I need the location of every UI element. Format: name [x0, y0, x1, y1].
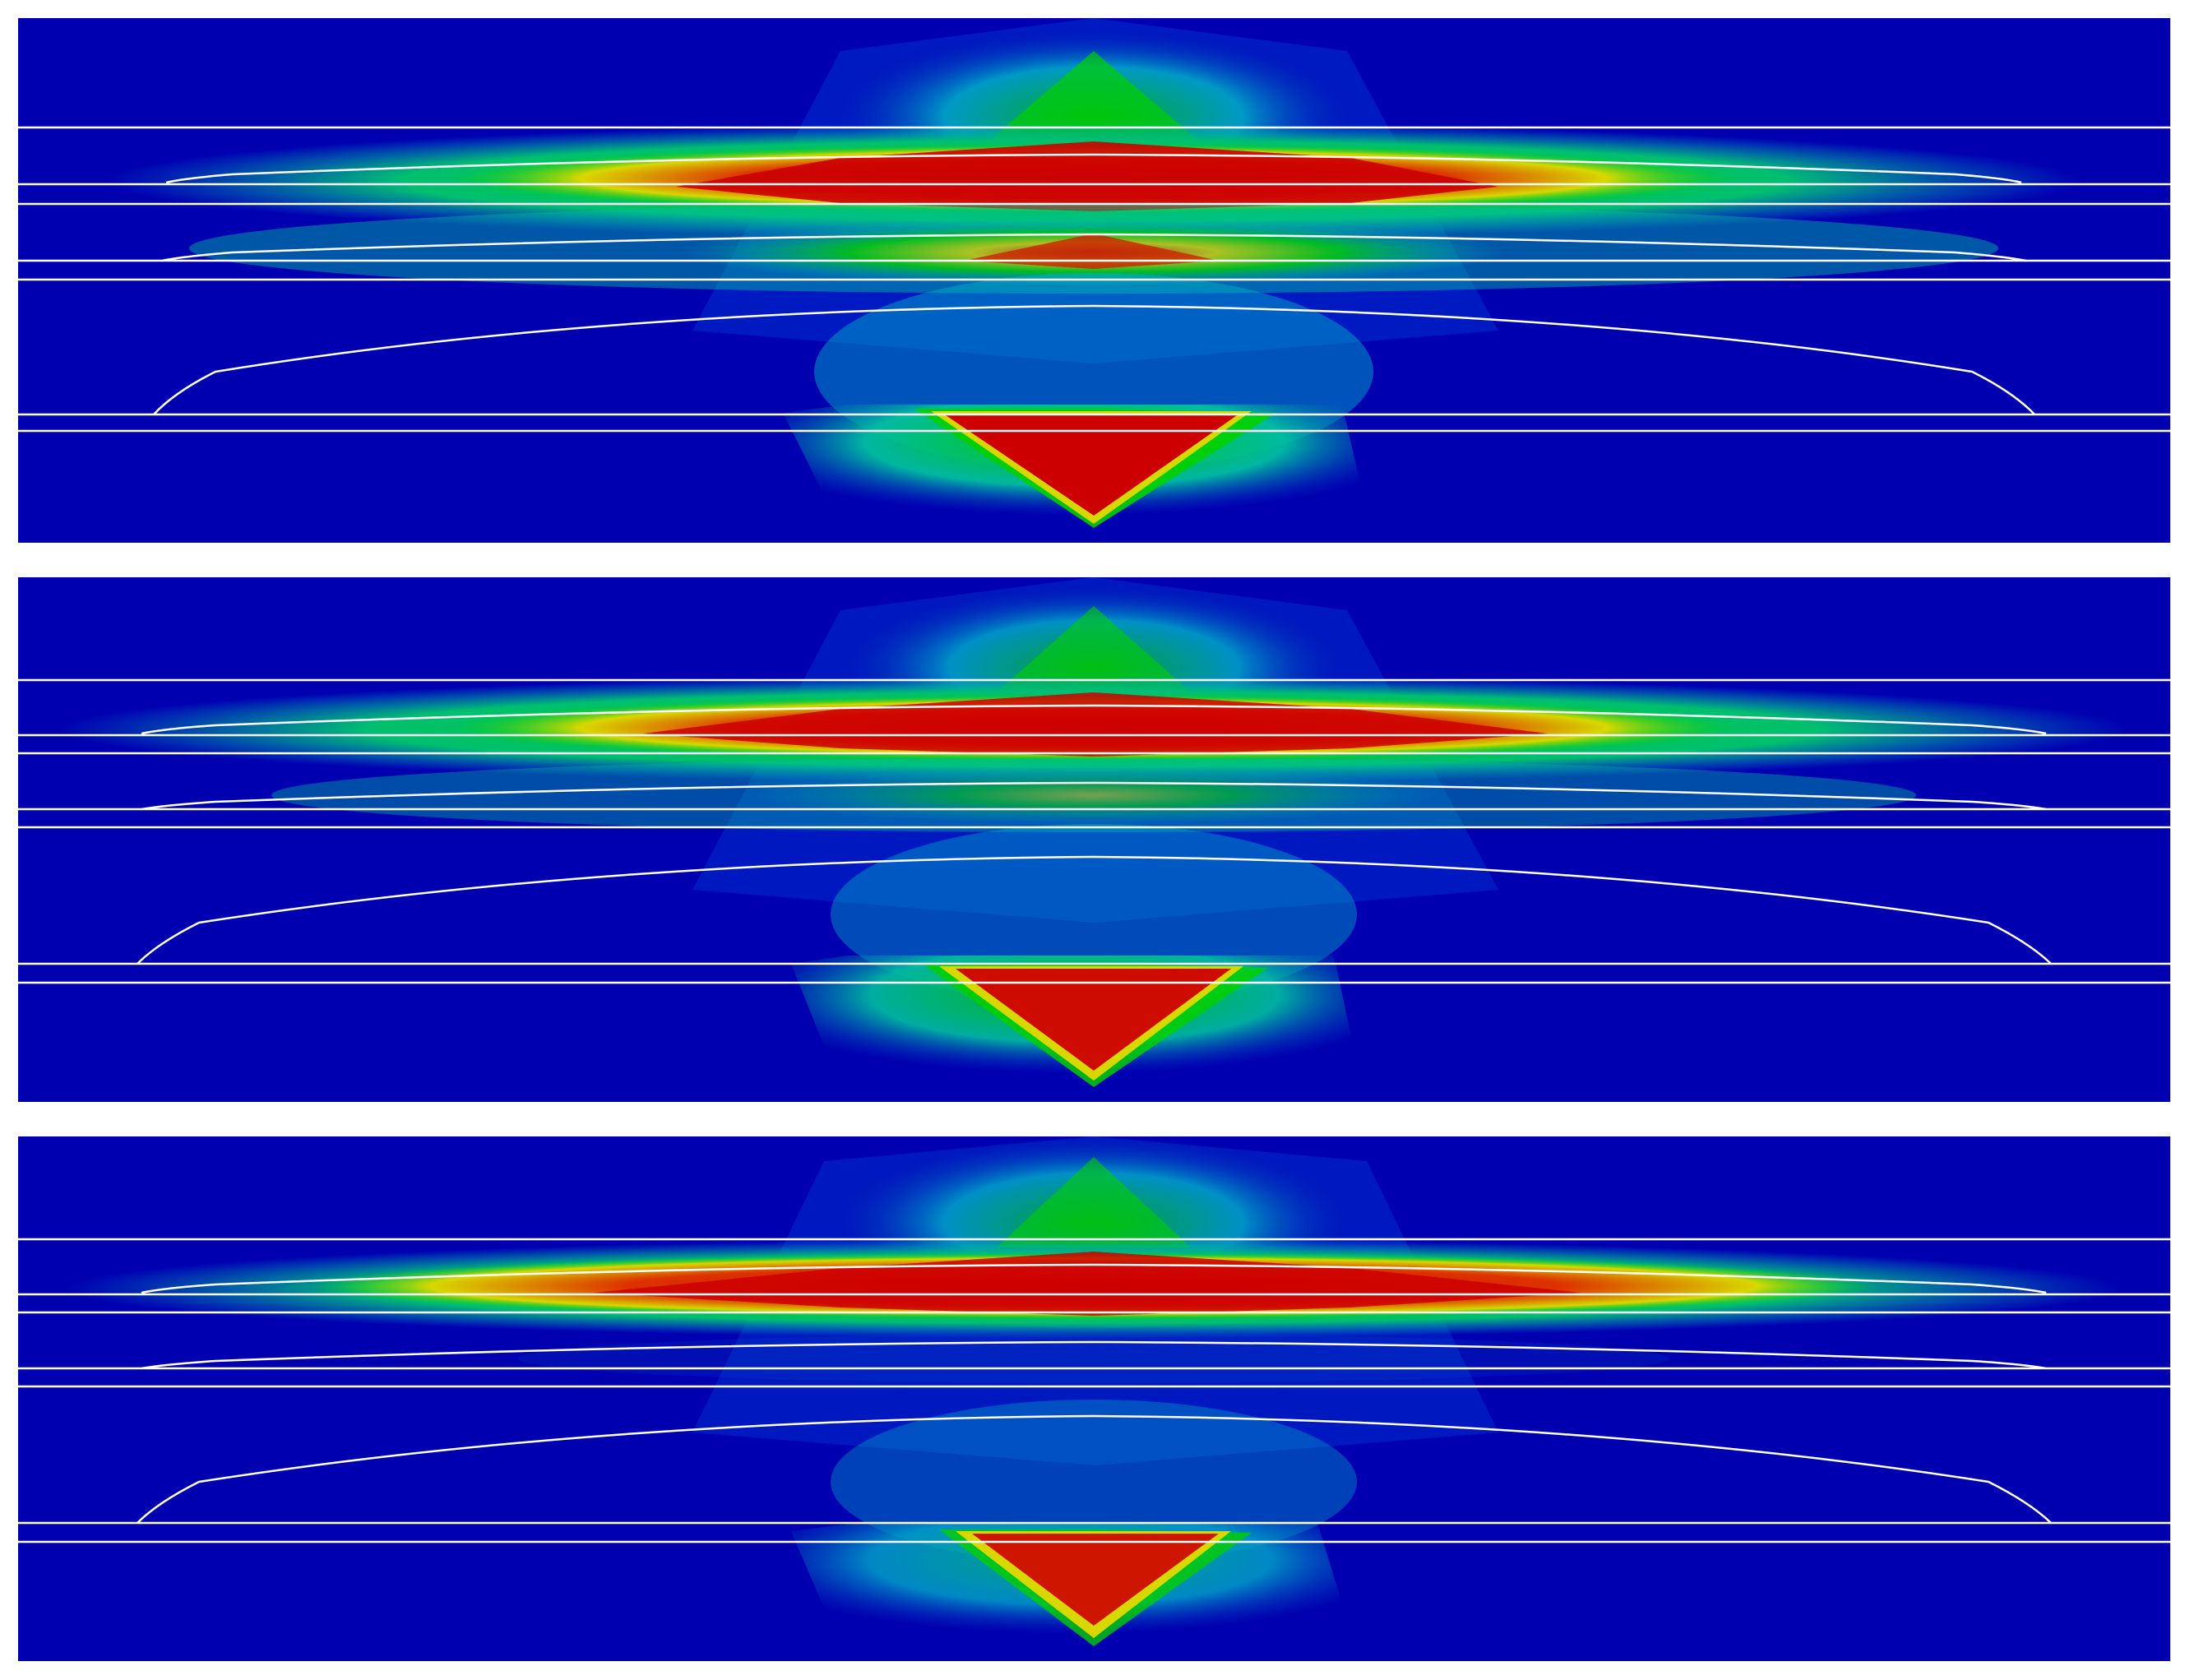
contour-lines — [18, 1238, 2170, 1543]
contour-lines — [18, 126, 2170, 433]
field-plot-1 — [18, 18, 2170, 543]
field-panel-1 — [18, 18, 2170, 543]
bottom-triangle — [972, 1534, 1219, 1626]
middle-band — [518, 1334, 1669, 1383]
field-panel-2 — [18, 577, 2170, 1102]
middle-band — [748, 766, 1439, 824]
field-plot-3 — [18, 1136, 2170, 1661]
bottom-triangle — [943, 414, 1239, 516]
field-plot-2 — [18, 577, 2170, 1102]
contour-lines — [18, 678, 2170, 984]
field-panel-3 — [18, 1136, 2170, 1661]
bottom-triangle — [956, 969, 1231, 1071]
